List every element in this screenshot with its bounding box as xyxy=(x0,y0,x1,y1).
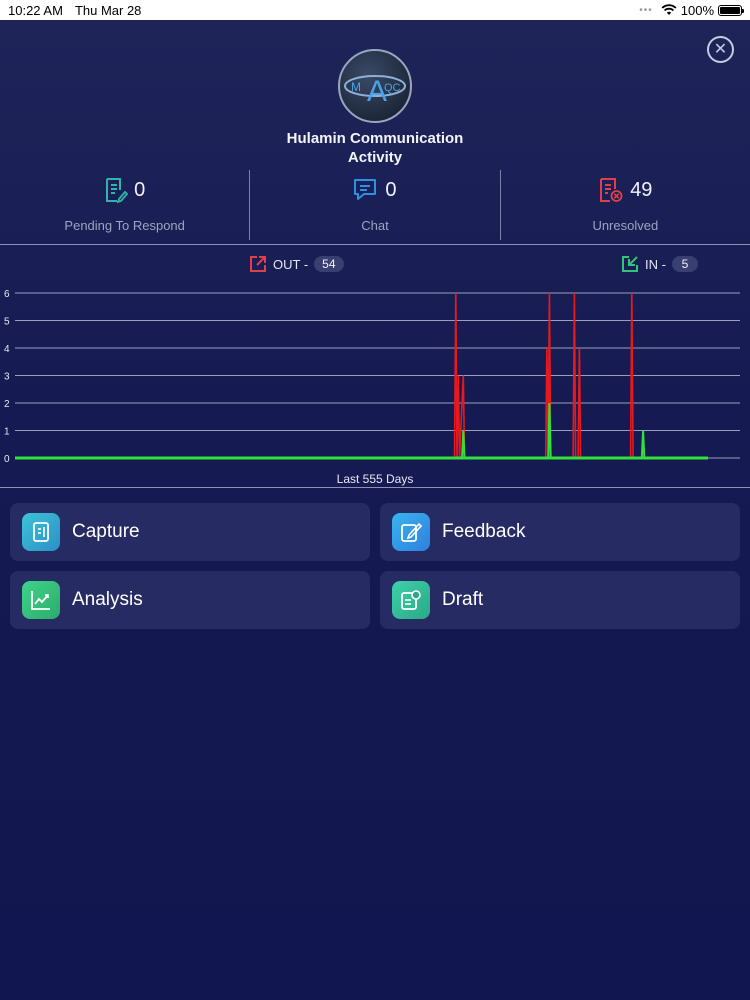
activity-chart: 0 1 2 3 4 5 6 xyxy=(4,289,740,465)
feedback-label: Feedback xyxy=(442,521,526,542)
wifi-icon xyxy=(661,4,677,15)
chart-y-tick-label: 0 xyxy=(4,454,10,465)
svg-text:A: A xyxy=(367,75,387,108)
status-bar: 10:22 AM Thu Mar 28 ••• 100% xyxy=(0,0,750,20)
status-time: 10:22 AM xyxy=(8,2,63,18)
chart-series-line-in xyxy=(15,402,708,459)
page-title-line1: Hulamin Communication xyxy=(286,130,464,147)
stat-label: Pending To Respond xyxy=(64,218,185,233)
draft-label: Draft xyxy=(442,589,484,610)
app-screen: ✕ M A QC Hulamin Communication Activity … xyxy=(0,20,750,1000)
chart-x-label: Last 555 Days xyxy=(336,472,414,486)
stat-chat[interactable]: 0 Chat xyxy=(249,170,499,240)
legend-out-count: 54 xyxy=(314,256,344,272)
status-date: Thu Mar 28 xyxy=(74,2,142,18)
legend-in-label: IN - xyxy=(645,256,666,272)
stat-value: 0 xyxy=(134,178,146,201)
feedback-button[interactable]: Feedback xyxy=(380,503,740,561)
draft-icon xyxy=(392,581,430,619)
divider xyxy=(0,487,750,488)
stat-label: Unresolved xyxy=(592,218,659,233)
capture-button[interactable]: Capture xyxy=(10,503,370,561)
close-button[interactable]: ✕ xyxy=(707,36,734,63)
stat-pending-to-respond[interactable]: 0 Pending To Respond xyxy=(0,170,249,240)
analysis-icon xyxy=(22,581,60,619)
legend-out-label: OUT - xyxy=(273,256,309,272)
incoming-arrow-icon xyxy=(622,256,638,272)
stat-value: 0 xyxy=(385,178,397,201)
page-title: Hulamin Communication Activity xyxy=(0,129,750,167)
chart-y-tick-label: 2 xyxy=(4,399,10,410)
stats-row: 0 Pending To Respond 0 Chat xyxy=(0,170,750,240)
battery-icon xyxy=(718,4,744,16)
svg-text:QC: QC xyxy=(384,82,401,94)
document-edit-icon xyxy=(106,178,129,203)
capture-icon xyxy=(22,513,60,551)
stat-label: Chat xyxy=(361,218,389,233)
multitask-dots-icon: ••• xyxy=(639,4,653,16)
divider xyxy=(0,244,750,245)
page-title-line2: Activity xyxy=(347,149,403,166)
chart-y-tick-label: 5 xyxy=(4,317,10,328)
feedback-icon xyxy=(392,513,430,551)
outgoing-arrow-icon xyxy=(250,256,266,272)
chart-y-tick-label: 1 xyxy=(4,427,10,438)
chart-y-tick-label: 6 xyxy=(4,289,10,300)
chart-y-tick-label: 4 xyxy=(4,344,10,355)
stat-unresolved[interactable]: 49 Unresolved xyxy=(499,170,750,240)
svg-text:M: M xyxy=(351,80,361,94)
logo-emblem: M A QC xyxy=(344,75,406,108)
document-cancel-icon xyxy=(600,178,623,202)
draft-button[interactable]: Draft xyxy=(380,571,740,629)
close-icon: ✕ xyxy=(713,40,728,58)
legend-out: OUT - 54 xyxy=(249,255,344,273)
app-logo: M A QC xyxy=(338,49,412,123)
analysis-button[interactable]: Analysis xyxy=(10,571,370,629)
chart-y-tick-label: 3 xyxy=(4,372,10,383)
stat-value: 49 xyxy=(630,178,653,201)
legend-in: IN - 5 xyxy=(621,255,698,273)
legend-in-count: 5 xyxy=(671,256,698,272)
battery-percent: 100% xyxy=(680,2,714,18)
status-indicators: ••• 100% xyxy=(639,2,744,18)
chat-icon xyxy=(354,179,377,200)
capture-label: Capture xyxy=(72,521,140,542)
analysis-label: Analysis xyxy=(72,589,143,610)
